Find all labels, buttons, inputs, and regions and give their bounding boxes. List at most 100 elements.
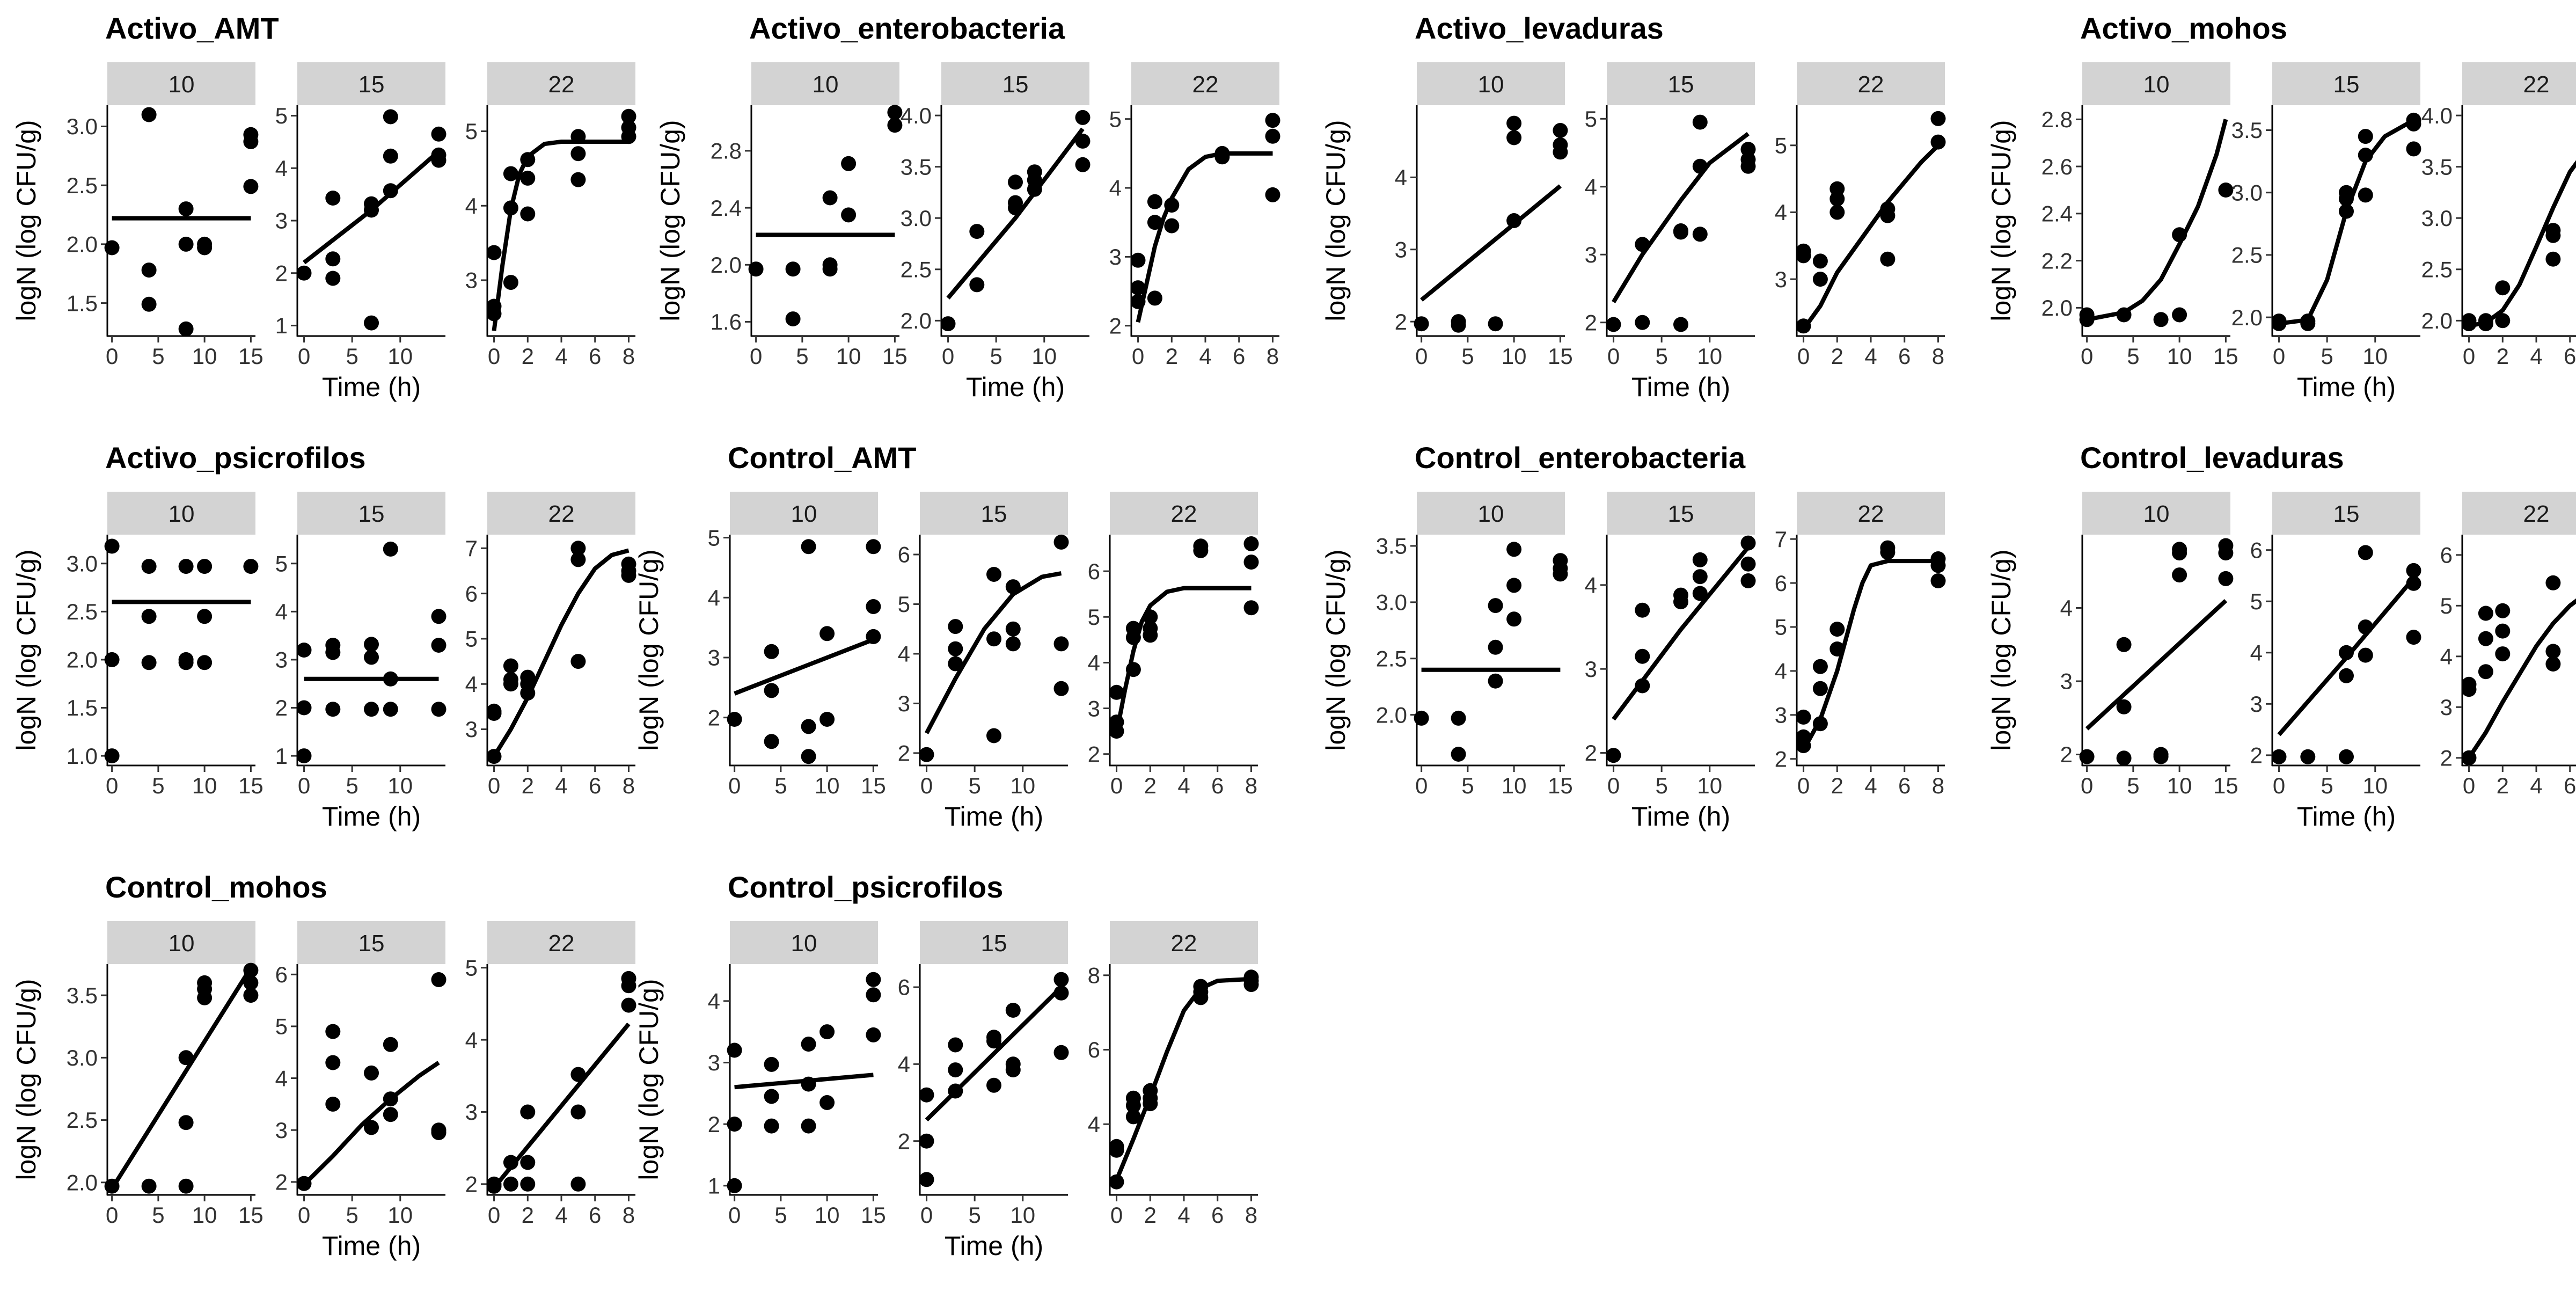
data-point (179, 1050, 194, 1065)
facet-strip-label: 10 (169, 501, 195, 527)
x-tick-label: 15 (238, 773, 264, 798)
x-tick-label: 0 (1607, 773, 1620, 798)
data-point (801, 1119, 816, 1134)
data-point (969, 277, 984, 292)
x-tick-label: 0 (728, 773, 741, 798)
data-point (727, 1043, 742, 1058)
data-point (1506, 116, 1521, 131)
x-tick-label: 0 (298, 1202, 310, 1228)
data-point (819, 1095, 835, 1110)
y-tick-label: 3.0 (2421, 206, 2453, 231)
y-tick-label: 4 (465, 1027, 478, 1053)
y-axis-label: logN (log CFU/g) (11, 120, 41, 321)
data-point (866, 629, 881, 644)
data-point (325, 1055, 340, 1070)
x-tick-label: 2 (1144, 1202, 1157, 1228)
data-point (1829, 641, 1845, 657)
x-tick-label: 0 (920, 1202, 933, 1228)
data-point (866, 1027, 881, 1042)
data-point (431, 609, 447, 624)
data-point (1606, 748, 1621, 763)
y-tick-label: 5 (275, 551, 288, 576)
y-tick-label: 3.0 (67, 114, 98, 139)
y-tick-label: 6 (1775, 571, 1787, 596)
data-point (2545, 657, 2560, 672)
x-tick-label: 6 (1211, 773, 1224, 798)
data-point (919, 1172, 934, 1187)
x-tick-label: 10 (387, 344, 413, 369)
x-tick-label: 0 (298, 344, 310, 369)
data-point (105, 1179, 120, 1194)
y-tick-label: 2 (1775, 746, 1787, 771)
data-point (179, 201, 194, 216)
data-point (520, 171, 535, 186)
x-tick-label: 0 (942, 344, 954, 369)
chart-title: Activo_AMT (105, 11, 279, 45)
data-point (2080, 312, 2095, 327)
data-point (621, 129, 636, 144)
data-point (1880, 545, 1895, 560)
data-point (823, 261, 838, 276)
data-point (2172, 545, 2187, 560)
data-point (948, 641, 963, 657)
data-point (1265, 187, 1280, 202)
y-tick-label: 2.0 (1376, 702, 1407, 727)
y-tick-label: 2 (708, 1112, 720, 1137)
x-tick-label: 4 (1864, 773, 1877, 798)
data-point (1635, 679, 1650, 694)
data-point (819, 712, 835, 727)
data-point (2358, 129, 2373, 144)
data-point (570, 1067, 586, 1082)
y-tick-label: 2.8 (711, 138, 742, 164)
data-point (105, 748, 120, 763)
data-point (866, 599, 881, 614)
facet-strip-label: 10 (791, 501, 817, 527)
x-axis-label: Time (h) (2297, 801, 2396, 832)
x-tick-label: 5 (346, 1202, 358, 1228)
data-point (1741, 573, 1756, 588)
chart-title: Control_levaduras (2080, 441, 2344, 475)
data-point (2172, 567, 2187, 582)
data-point (2406, 563, 2421, 578)
data-point (764, 1089, 779, 1104)
data-point (1606, 317, 1621, 332)
y-tick-label: 4 (1585, 573, 1597, 598)
fit-line (1804, 145, 1938, 330)
x-tick-label: 2 (1166, 344, 1178, 369)
data-point (2406, 141, 2421, 156)
data-point (819, 1024, 835, 1039)
y-tick-label: 2 (275, 695, 288, 720)
y-tick-label: 1 (275, 743, 288, 769)
y-tick-label: 3.0 (67, 551, 98, 576)
y-axis-label: logN (log CFU/g) (11, 549, 41, 750)
y-tick-label: 4 (465, 672, 478, 697)
data-point (1693, 115, 1708, 130)
fit-line (2087, 601, 2226, 729)
data-point (1635, 603, 1650, 618)
y-tick-label: 1 (708, 1173, 720, 1199)
data-point (325, 191, 340, 206)
data-point (1451, 747, 1466, 762)
data-point (1164, 198, 1179, 213)
data-point (1244, 536, 1259, 551)
x-tick-label: 5 (346, 773, 358, 798)
data-point (105, 539, 120, 554)
y-tick-label: 2 (2250, 743, 2263, 768)
y-tick-label: 2.0 (901, 308, 932, 333)
data-point (1488, 598, 1503, 613)
data-point (2080, 749, 2095, 764)
data-point (1741, 159, 1756, 174)
x-tick-label: 10 (815, 1202, 840, 1228)
y-tick-label: 3 (465, 268, 478, 293)
data-point (2117, 750, 2132, 765)
